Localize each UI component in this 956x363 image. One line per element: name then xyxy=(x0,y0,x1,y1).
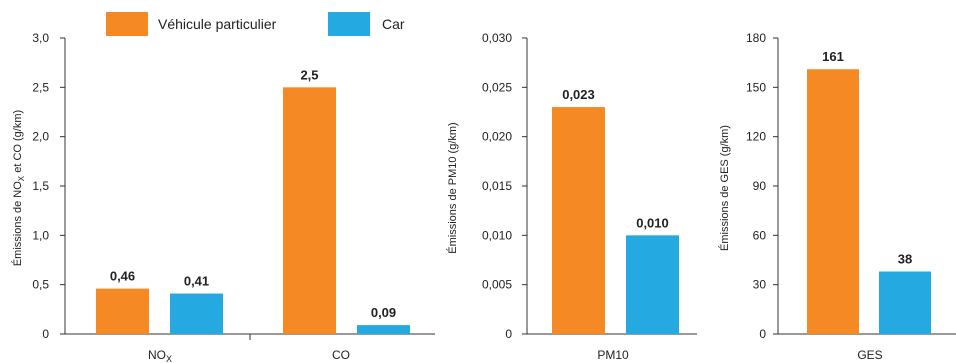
bars-ges: 161 38 xyxy=(807,49,931,334)
y-tick-label: 0,015 xyxy=(482,179,512,193)
legend: Véhicule particulier Car xyxy=(106,12,405,36)
y-tick-label: 120 xyxy=(746,130,766,144)
bar-car-pm10 xyxy=(626,235,679,334)
panel-nox-co: Émissions de NOX et CO (g/km) 0 0,5 1,0 1,5… xyxy=(11,31,435,363)
bar-vp-co xyxy=(283,87,336,334)
legend-swatch-car xyxy=(328,12,370,36)
y-tick-label: 180 xyxy=(746,31,766,45)
y-tick-label: 0,030 xyxy=(482,31,512,45)
data-label-car-co: 0,09 xyxy=(371,305,396,320)
y-tick-label: 0,5 xyxy=(32,278,49,292)
bar-vp-pm10 xyxy=(552,107,605,334)
y-tick-label: 0 xyxy=(505,327,512,341)
legend-label-vp: Véhicule particulier xyxy=(158,16,277,32)
legend-swatch-vp xyxy=(106,12,148,36)
data-label-car-pm10: 0,010 xyxy=(636,215,669,230)
y-axis-label-nox-co: Émissions de NOX et CO (g/km) xyxy=(11,110,26,266)
panel-ges: Émissions de GES (g/km) 0 30 60 90 120 150 180… xyxy=(718,31,956,362)
y-tick-label: 1,0 xyxy=(32,228,49,242)
data-label-car-nox: 0,41 xyxy=(184,274,209,289)
y-tick-label: 2,5 xyxy=(32,80,49,94)
y-axis-label-pm10: Émissions de PM10 (g/km) xyxy=(446,122,459,253)
data-label-vp-ges: 161 xyxy=(822,49,844,64)
data-label-vp-nox: 0,46 xyxy=(110,269,135,284)
y-axis-label-ges: Émissions de GES (g/km) xyxy=(718,125,731,251)
y-tick-label: 60 xyxy=(753,228,767,242)
panel-pm10: Émissions de PM10 (g/km) 0 0,005 0,010 0,01… xyxy=(446,31,697,362)
x-tick-co: CO xyxy=(332,348,350,362)
bars-pm10: 0,023 0,010 xyxy=(552,87,679,334)
y-tick-label: 0,010 xyxy=(482,228,512,242)
bar-car-co xyxy=(357,325,410,334)
y-tick-label: 0,020 xyxy=(482,130,512,144)
bar-car-nox xyxy=(170,293,223,334)
bars-nox-co: 0,46 2,5 0,41 0,09 xyxy=(96,67,410,334)
y-tick-label: 150 xyxy=(746,80,766,94)
y-tick-label: 0,025 xyxy=(482,80,512,94)
data-label-vp-co: 2,5 xyxy=(300,67,318,82)
y-tick-label: 90 xyxy=(753,179,767,193)
data-label-car-ges: 38 xyxy=(898,252,912,267)
bar-car-ges xyxy=(879,271,931,334)
y-tick-label: 0,005 xyxy=(482,278,512,292)
y-tick-label: 1,5 xyxy=(32,179,49,193)
y-tick-label: 2,0 xyxy=(32,130,49,144)
y-tick-label: 3,0 xyxy=(32,31,49,45)
bar-vp-ges xyxy=(807,69,859,334)
y-tick-label: 0 xyxy=(42,327,49,341)
x-tick-nox: NOX xyxy=(148,348,172,363)
data-label-vp-pm10: 0,023 xyxy=(562,87,595,102)
y-tick-label: 30 xyxy=(753,278,767,292)
y-axis-nox-co: 0 0,5 1,0 1,5 2,0 2,5 3,0 xyxy=(32,31,435,341)
x-tick-pm10: PM10 xyxy=(597,348,629,362)
x-tick-ges: GES xyxy=(857,348,882,362)
y-tick-label: 0 xyxy=(759,327,766,341)
legend-label-car: Car xyxy=(382,16,405,32)
bar-vp-nox xyxy=(96,288,149,334)
